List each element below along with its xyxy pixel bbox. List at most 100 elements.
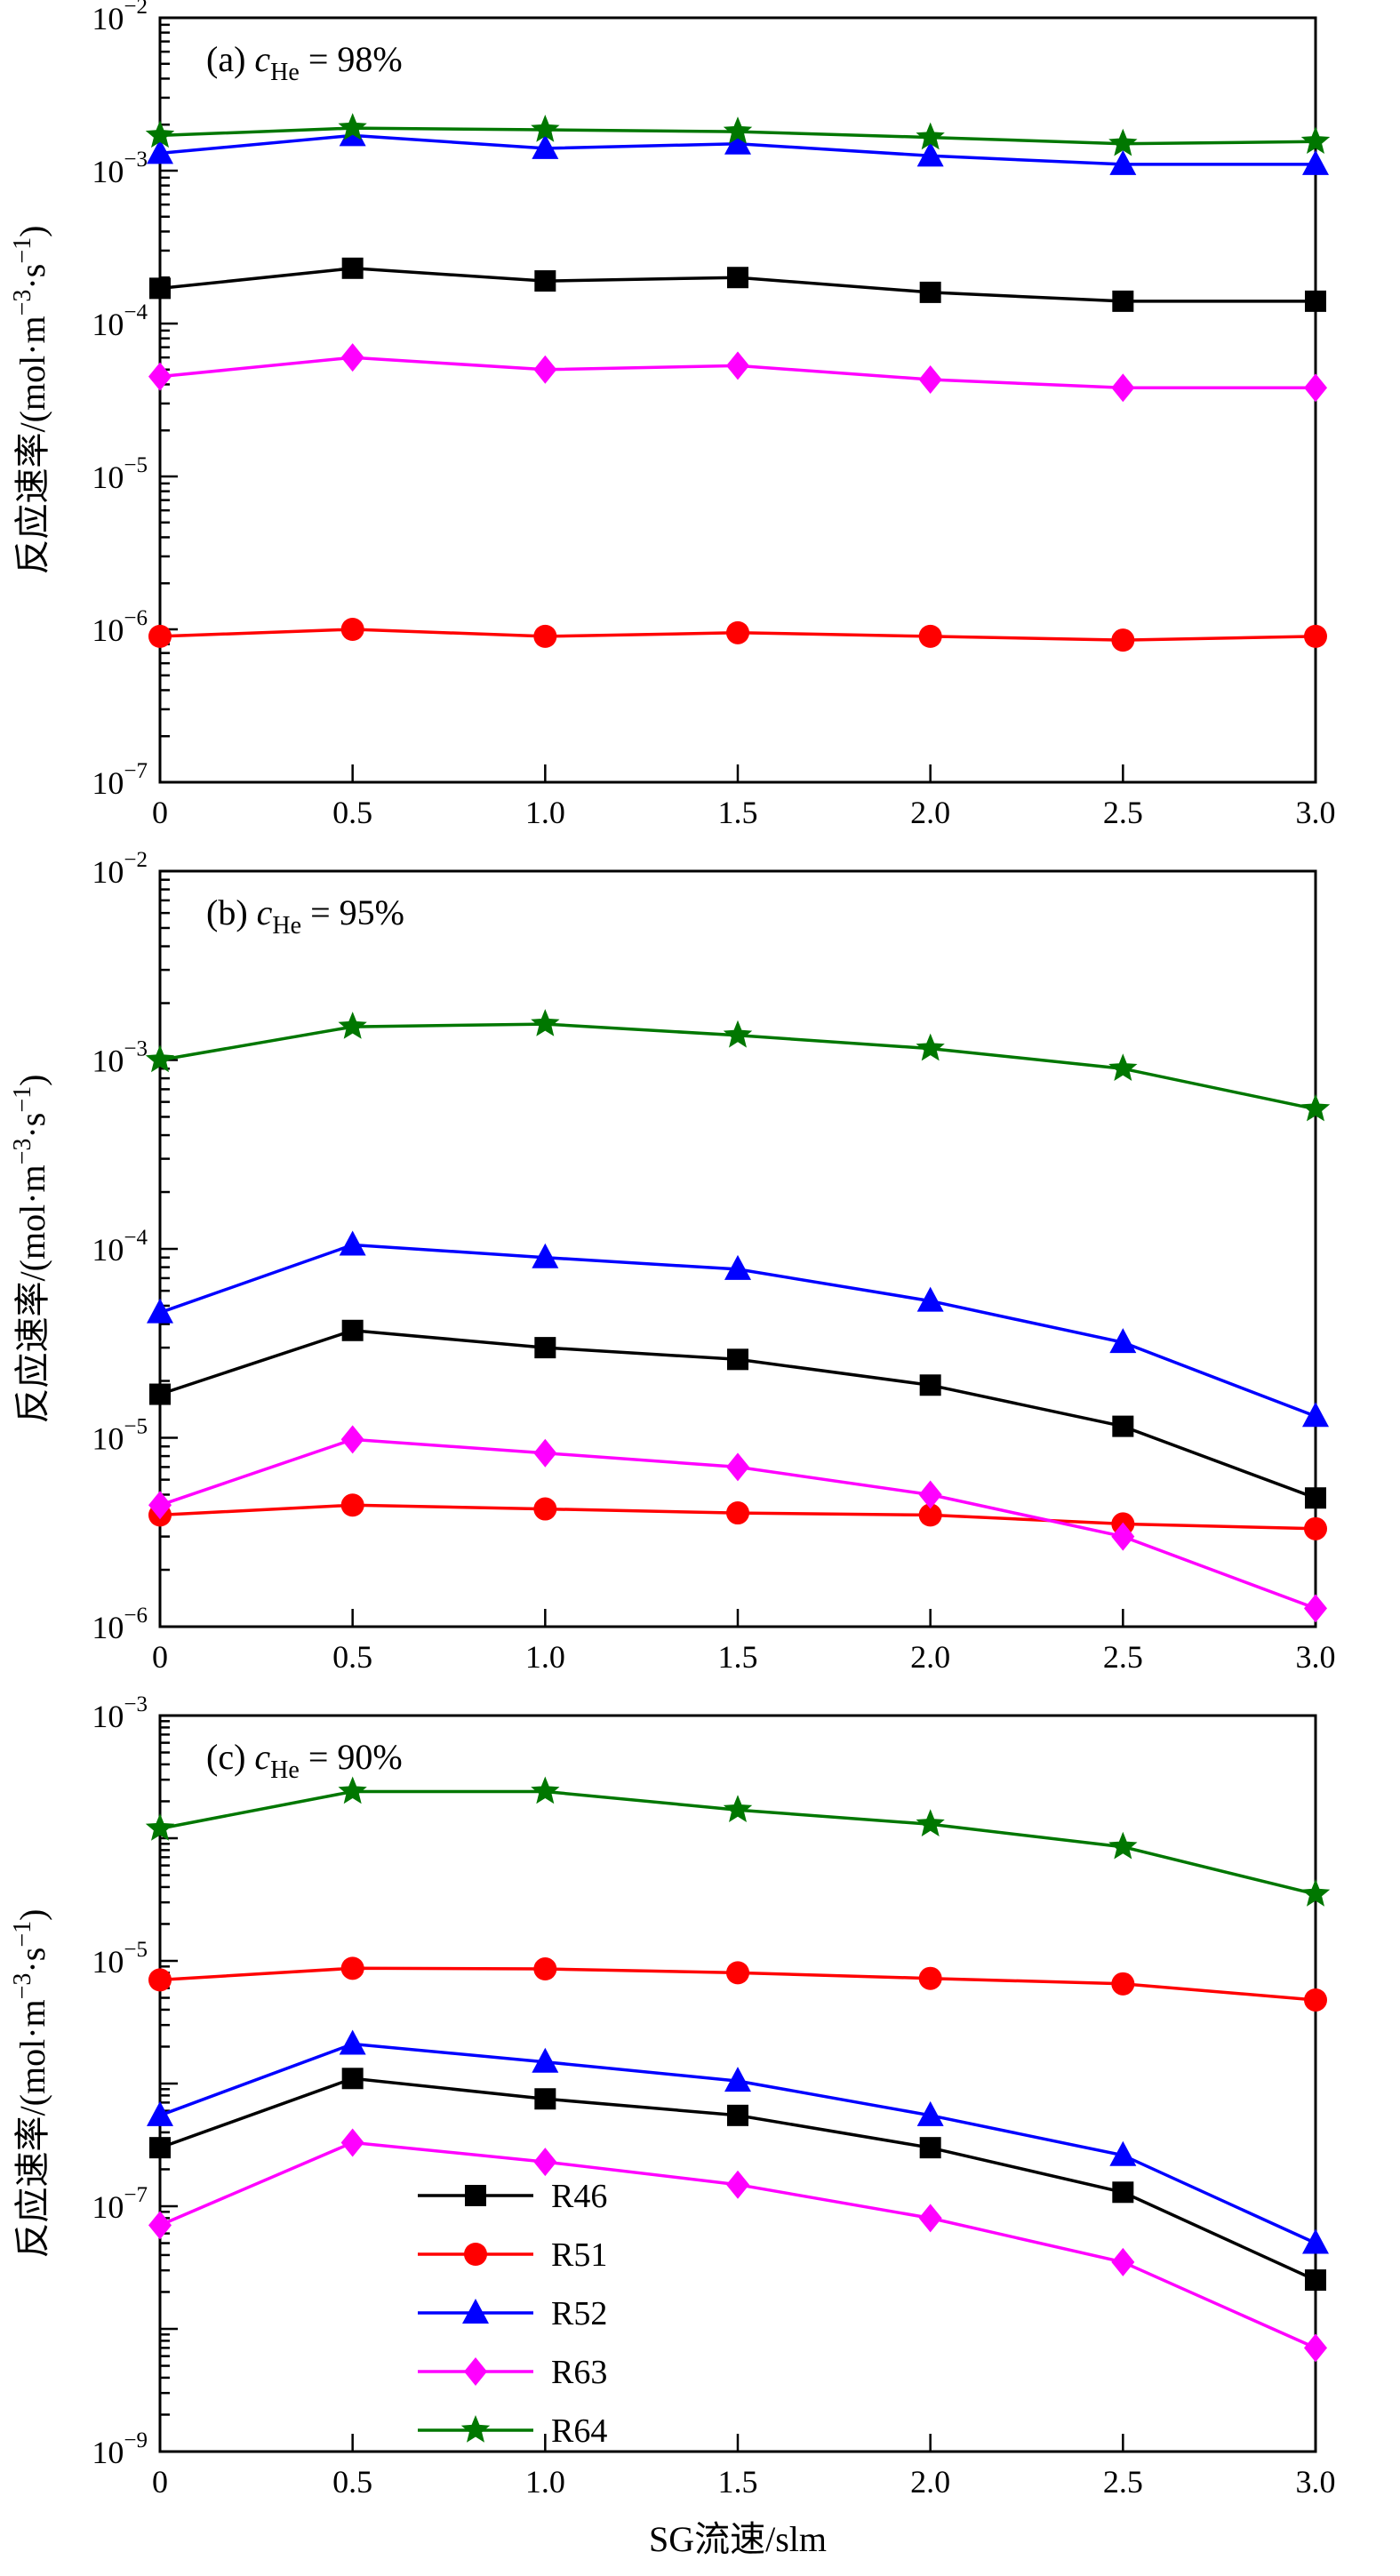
y-axis-label: 反应速率/(mol·m−3·s−1) (9, 1075, 52, 1424)
x-tick-label: 2.5 (1103, 1639, 1143, 1675)
triangle-marker (916, 2100, 944, 2126)
diamond-marker (1111, 1522, 1135, 1551)
square-marker (727, 2104, 748, 2126)
triangle-marker (1302, 1402, 1329, 1428)
circle-marker (148, 1968, 172, 1992)
triangle-marker (916, 1286, 944, 1312)
circle-marker (918, 1966, 942, 1990)
triangle-marker (339, 1230, 366, 1256)
diamond-marker (148, 362, 172, 391)
tick-labels: 10−9 10−7 10−5 10−3 0 0.5 1.0 1.5 2.0 2.5 3.0 (92, 1693, 1335, 2500)
square-marker (919, 2137, 941, 2159)
diamond-marker (148, 1491, 172, 1520)
legend-item-R46: R46 (418, 2178, 607, 2215)
star-marker (338, 1012, 367, 1039)
star-marker (145, 1813, 175, 1841)
x-tick-label: 0.5 (332, 795, 372, 830)
legend-item-R52: R52 (418, 2295, 607, 2332)
triangle-marker (532, 2047, 559, 2073)
series-R52 (147, 2029, 1329, 2254)
diamond-marker (726, 351, 749, 380)
y-axis-label: 反应速率/(mol·m−3·s−1) (9, 1909, 52, 2259)
triangle-marker (1109, 1328, 1137, 1354)
diamond-marker (533, 1438, 557, 1468)
circle-marker (726, 1961, 749, 1985)
diamond-marker (1304, 2333, 1327, 2363)
square-marker (1112, 1415, 1134, 1437)
x-tick-label: 0.5 (332, 1639, 372, 1675)
y-tick-label: 10−3 (92, 1037, 148, 1079)
circle-marker (464, 2243, 487, 2266)
star-marker (916, 122, 945, 150)
triangle-marker (147, 139, 173, 164)
triangle-marker (462, 2299, 489, 2324)
diamond-marker (533, 2148, 557, 2177)
circle-marker (726, 620, 749, 644)
y-tick-label: 10−5 (92, 453, 148, 495)
legend-label: R64 (551, 2412, 607, 2450)
y-axis-label: 反应速率/(mol·m−3·s−1) (9, 226, 52, 575)
triangle-marker (724, 2067, 751, 2092)
x-tick-label: 3.0 (1296, 2464, 1336, 2500)
triangle-marker (1302, 149, 1329, 175)
square-marker (1305, 1487, 1326, 1509)
star-marker (145, 120, 175, 148)
x-tick-label: 0 (152, 795, 168, 830)
x-tick-label: 1.5 (718, 2464, 758, 2500)
x-tick-label: 1.0 (525, 2464, 565, 2500)
diamond-marker (340, 343, 364, 372)
series-R51 (148, 618, 1327, 652)
star-marker (338, 113, 367, 140)
diamond-marker (533, 355, 557, 384)
star-marker (1108, 1831, 1138, 1860)
diamond-marker (1304, 373, 1327, 403)
diamond-marker (726, 1452, 749, 1482)
triangle-marker (1109, 2140, 1137, 2166)
star-marker (723, 116, 753, 144)
square-marker (465, 2185, 486, 2206)
square-marker (727, 1348, 748, 1371)
star-marker (1108, 128, 1138, 156)
x-tick-label: 2.0 (910, 1639, 950, 1675)
y-tick-label: 10−6 (92, 1604, 148, 1645)
square-marker (1305, 290, 1326, 312)
legend-label: R46 (551, 2178, 607, 2215)
triangle-marker (916, 141, 944, 167)
star-marker (1300, 126, 1331, 154)
y-tick-label: 10−5 (92, 1415, 148, 1457)
series-R46 (149, 1319, 1326, 1509)
triangle-marker (724, 129, 751, 155)
x-tick-label: 2.0 (910, 795, 950, 830)
star-marker (723, 1020, 753, 1048)
square-marker (919, 1374, 941, 1396)
circle-marker (340, 1956, 364, 1980)
legend-item-R64: R64 (418, 2412, 607, 2450)
y-tick-label: 10−4 (92, 1226, 148, 1268)
diamond-marker (918, 2204, 942, 2233)
y-tick-label: 10−7 (92, 759, 148, 801)
star-marker (916, 1033, 945, 1061)
diamond-marker (1111, 373, 1135, 403)
x-tick-label: 0 (152, 2464, 168, 2500)
square-marker (1305, 2269, 1326, 2292)
x-tick-label: 1.0 (525, 1639, 565, 1675)
legend-label: R51 (551, 2236, 607, 2274)
square-marker (1112, 2181, 1134, 2204)
chart-panel-b: 10−6 10−5 10−4 10−3 10−2 0 0.5 1.0 1.5 2.0 2.5 3.0 (… (9, 849, 1336, 1675)
circle-marker (1111, 1972, 1135, 1996)
axes-b: 10−6 10−5 10−4 10−3 10−2 0 0.5 1.0 1.5 2.0 2.5 3.0 (92, 849, 1335, 1675)
y-tick-label: 10−7 (92, 2183, 148, 2225)
square-marker (149, 1383, 171, 1405)
star-marker (531, 115, 560, 142)
triangle-marker (147, 1298, 173, 1324)
series-R51 (148, 1956, 1327, 2012)
series-R63 (148, 1425, 1327, 1623)
square-marker (534, 2088, 556, 2110)
legend-item-R51: R51 (418, 2236, 607, 2274)
y-tick-label: 10−4 (92, 300, 148, 342)
square-marker (341, 257, 364, 279)
circle-marker (1304, 1988, 1327, 2012)
diamond-marker (918, 1480, 942, 1509)
star-marker (723, 1795, 753, 1822)
legend-label: R63 (551, 2354, 607, 2391)
